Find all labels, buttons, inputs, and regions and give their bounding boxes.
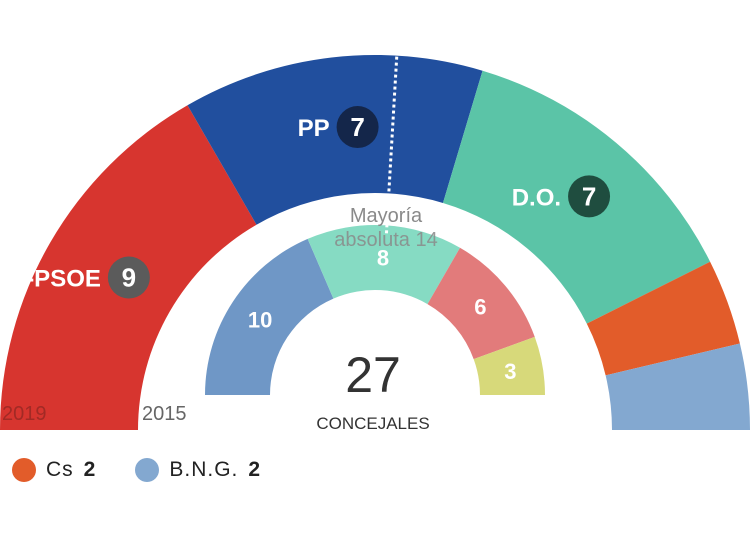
seat-count: 7: [350, 112, 364, 142]
party-name: D.O.: [512, 184, 561, 211]
seat-arc-2015-1: [307, 225, 460, 305]
majority-sublabel: absoluta 14: [334, 229, 437, 251]
seat-arc-pp: [187, 54, 483, 225]
legend-dot-bng: [135, 458, 160, 482]
seat-arc-2015-0: [205, 238, 334, 395]
seat-arc-2015-2: [427, 247, 535, 360]
inner-ring-2015: [205, 225, 545, 395]
party-label-pp: 7 PP: [298, 106, 379, 149]
legend-name: Cs: [46, 458, 74, 481]
seat-count: 7: [582, 181, 596, 211]
majority-label: Mayoría: [350, 205, 423, 227]
legend-value: 2: [83, 458, 96, 481]
seat-count-2015: 6: [474, 295, 486, 320]
seat-badge: [568, 175, 611, 218]
seat-count-2015: 8: [377, 246, 389, 271]
seat-arc-2015-3: [473, 336, 545, 395]
legend-dot-cs: [12, 458, 36, 482]
seat-badge: [107, 256, 150, 299]
party-badges: 9 PSdeG-PSOE 7 PP 7 D.O.: [0, 106, 611, 299]
party-label-d-o: 7 D.O.: [512, 175, 611, 218]
legend-value: 2: [248, 458, 261, 481]
seat-arc-cs: [586, 261, 740, 376]
party-label-psdeg-psoe: 9 PSdeG-PSOE: [0, 256, 150, 299]
center-label: CONCEJALES: [316, 414, 429, 433]
legend: Cs 2 B.N.G. 2: [12, 458, 300, 482]
seat-arc-b-n-g: [605, 343, 750, 430]
seat-count-2015: 3: [504, 359, 516, 384]
party-name: PP: [298, 115, 330, 142]
seat-count: 9: [122, 263, 136, 293]
outer-ring-2019: [0, 54, 750, 430]
seat-count-2015: 10: [248, 307, 272, 332]
inner-ring-labels: 10 8 6 3: [248, 246, 517, 384]
party-name: PSdeG-PSOE: [0, 266, 101, 293]
legend-name: B.N.G.: [169, 458, 239, 481]
legend-item-cs: Cs 2: [12, 458, 95, 482]
seat-badge: [336, 106, 379, 149]
legend-item-bng: B.N.G. 2: [135, 458, 260, 482]
center-total: 27: [345, 347, 401, 403]
year-label-2015: 2015: [142, 403, 187, 425]
year-label-2019: 2019: [2, 403, 47, 425]
